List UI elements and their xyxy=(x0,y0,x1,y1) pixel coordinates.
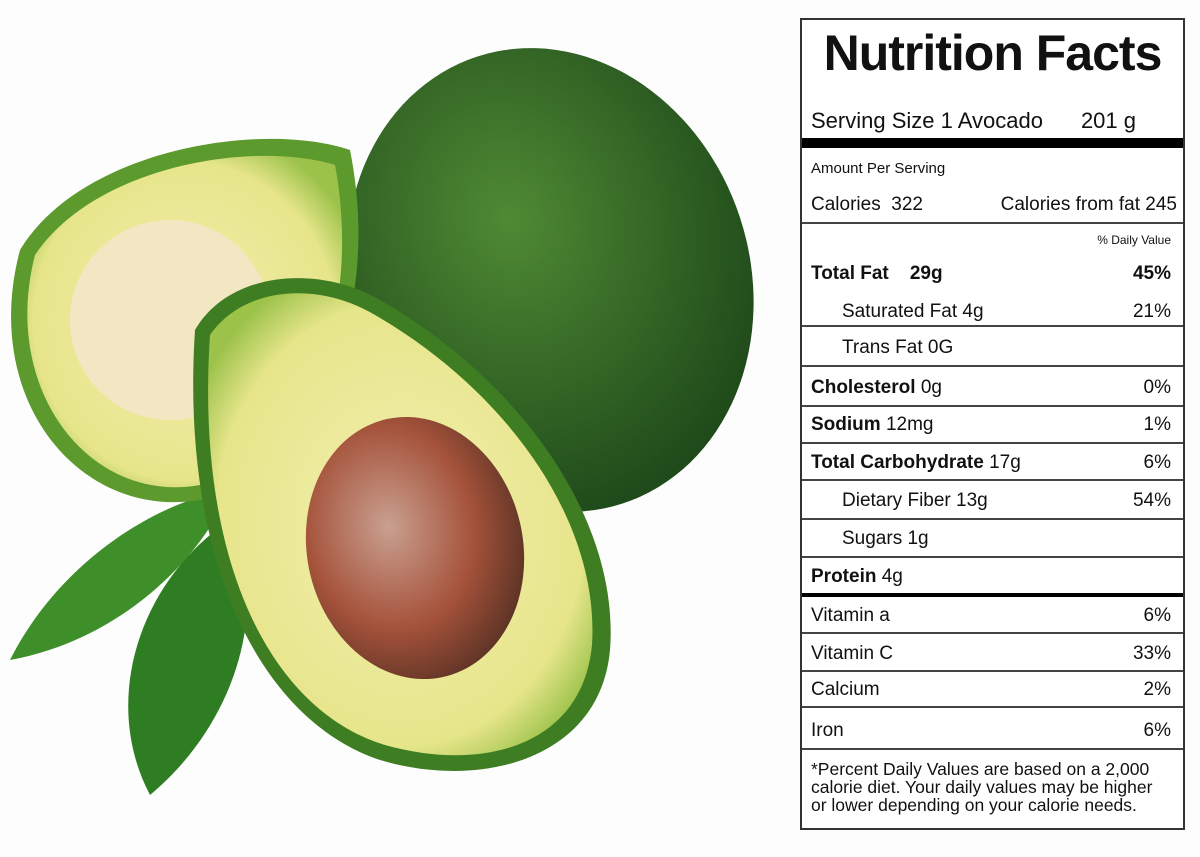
amount-per-serving-text: Amount Per Serving xyxy=(811,159,946,177)
nutrient-dv: 2% xyxy=(1143,679,1171,700)
nutrient-dv: 33% xyxy=(1132,643,1171,664)
nutrient-row-vitamin-c: Vitamin C 33% xyxy=(802,637,1183,671)
footnote: *Percent Daily Values are based on a 2,0… xyxy=(811,759,1153,815)
avocado-seed xyxy=(305,416,525,680)
nutrient-label: Vitamin C xyxy=(811,643,894,664)
nutrient-dv: 1% xyxy=(1143,414,1171,435)
nutrient-row-total-carbohydrate: Total Carbohydrate 17g 6% xyxy=(802,446,1183,480)
nutrient-row-total-fat: Total Fat 29g 45% xyxy=(802,258,1183,290)
nutrient-label: Trans Fat 0G xyxy=(842,337,954,358)
avocado-photo xyxy=(10,48,754,795)
nutrient-label: Iron xyxy=(811,720,844,741)
nutrient-label: Sodium xyxy=(811,414,881,435)
calories-from-fat: Calories from fat 245 xyxy=(1000,194,1177,215)
nutrient-row-cholesterol: Cholesterol 0g 0% xyxy=(802,370,1183,406)
nutrition-facts-label: Nutrition Facts Serving Size 1 Avocado 2… xyxy=(800,18,1185,830)
nutrient-row-saturated-fat: Saturated Fat 4g 21% xyxy=(802,296,1183,328)
nutrient-dv: 6% xyxy=(1143,452,1171,473)
nutrient-label: Cholesterol xyxy=(811,377,916,398)
serving-size: Serving Size 1 Avocado xyxy=(811,108,1043,133)
nutrient-label: Calcium xyxy=(811,679,880,700)
nutrient-label: Protein xyxy=(811,566,877,587)
nutrient-amount: 12mg xyxy=(885,414,934,435)
nutrient-dv: 54% xyxy=(1132,490,1171,511)
nutrient-amount: 4g xyxy=(881,566,903,587)
half-avocado-front xyxy=(193,278,611,771)
nutrient-label: Vitamin a xyxy=(811,605,890,626)
nutrient-row-calcium: Calcium 2% xyxy=(802,674,1183,706)
nutrient-dv: 6% xyxy=(1143,720,1171,741)
nutrient-row-sodium: Sodium 12mg 1% xyxy=(802,408,1183,442)
daily-value-text: % Daily Value xyxy=(1097,233,1171,247)
daily-value-header: % Daily Value xyxy=(802,230,1183,250)
nutrient-dv: 0% xyxy=(1143,377,1171,398)
nutrient-dv: 6% xyxy=(1143,605,1171,626)
calories-row: Calories 322 Calories from fat 245 xyxy=(802,190,1183,220)
serving-size-row: Serving Size 1 Avocado 201 g xyxy=(802,104,1183,138)
nutrient-amount: 0g xyxy=(920,377,942,398)
nutrient-label: Dietary Fiber 13g xyxy=(842,490,988,511)
nutrient-amount: 17g xyxy=(989,452,1021,473)
nutrient-row-sugars: Sugars 1g xyxy=(802,522,1183,556)
nutrient-dv: 45% xyxy=(1132,263,1171,284)
nutrient-row-trans-fat: Trans Fat 0G xyxy=(802,330,1183,366)
label-title: Nutrition Facts xyxy=(823,25,1163,81)
nutrient-row-vitamin-a: Vitamin a 6% xyxy=(802,599,1183,633)
nutrient-label: Total Fat 29g xyxy=(811,263,943,284)
leaves xyxy=(10,490,248,795)
nutrient-label: Sugars 1g xyxy=(842,528,929,549)
amount-per-serving: Amount Per Serving xyxy=(802,156,1183,180)
nutrient-row-protein: Protein 4g xyxy=(802,560,1183,594)
nutrient-row-iron: Iron 6% xyxy=(802,713,1183,749)
nutrient-label: Saturated Fat 4g xyxy=(842,301,984,322)
nutrient-row-dietary-fiber: Dietary Fiber 13g 54% xyxy=(802,484,1183,518)
serving-weight: 201 g xyxy=(1080,108,1136,133)
nutrient-label: Total Carbohydrate xyxy=(811,452,984,473)
nutrient-dv: 21% xyxy=(1132,301,1171,322)
calories: Calories 322 xyxy=(811,194,923,215)
